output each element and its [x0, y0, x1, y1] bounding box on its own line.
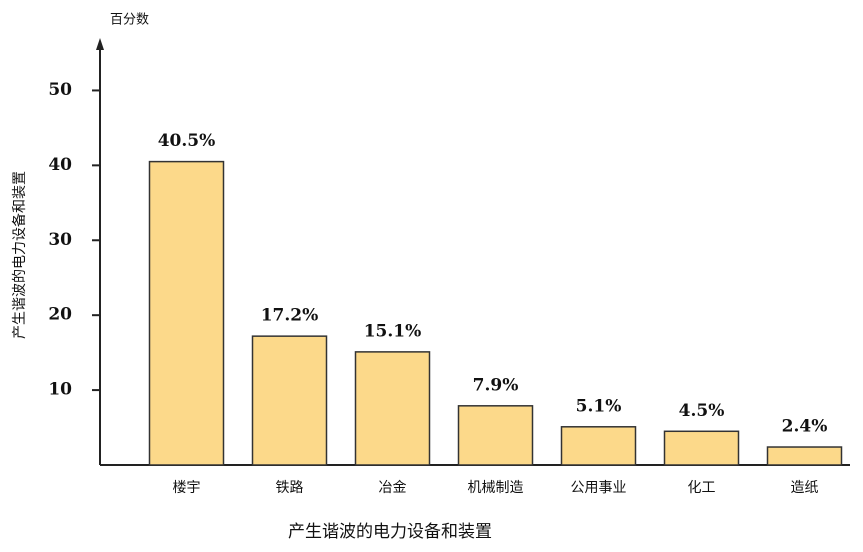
- value-label: 7.9%: [473, 375, 519, 395]
- value-label: 5.1%: [576, 396, 622, 416]
- x-tick-label: 造纸: [791, 480, 819, 496]
- y-tick-label: 30: [48, 230, 72, 250]
- y-tick-label: 40: [48, 155, 72, 175]
- value-label: 4.5%: [679, 401, 725, 421]
- bar: [766, 446, 843, 466]
- value-label: 2.4%: [782, 417, 828, 437]
- value-label: 15.1%: [364, 321, 422, 341]
- y-axis-arrow: [96, 38, 104, 50]
- chart-title: 产生谐波的电力设备和装置: [288, 522, 492, 542]
- y-axis-label: 产生谐波的电力设备和装置: [11, 171, 28, 339]
- x-tick-label: 化工: [688, 480, 716, 496]
- x-tick-label: 机械制造: [468, 480, 524, 496]
- bar: [148, 160, 225, 466]
- x-tick-label: 楼宇: [173, 480, 201, 496]
- x-tick-label: 冶金: [379, 480, 407, 496]
- bar: [354, 351, 431, 466]
- y-tick-label: 10: [48, 380, 72, 400]
- y-tick-label: 20: [48, 305, 72, 325]
- y-unit-label: 百分数: [110, 13, 149, 28]
- bar: [663, 430, 740, 466]
- value-label: 17.2%: [261, 306, 319, 326]
- y-tick-label: 50: [48, 80, 72, 100]
- x-tick-label: 铁路: [276, 480, 304, 496]
- bar: [251, 335, 328, 466]
- bar: [457, 405, 534, 466]
- bar: [560, 426, 637, 466]
- value-label: 40.5%: [158, 131, 216, 151]
- x-tick-label: 公用事业: [571, 480, 627, 496]
